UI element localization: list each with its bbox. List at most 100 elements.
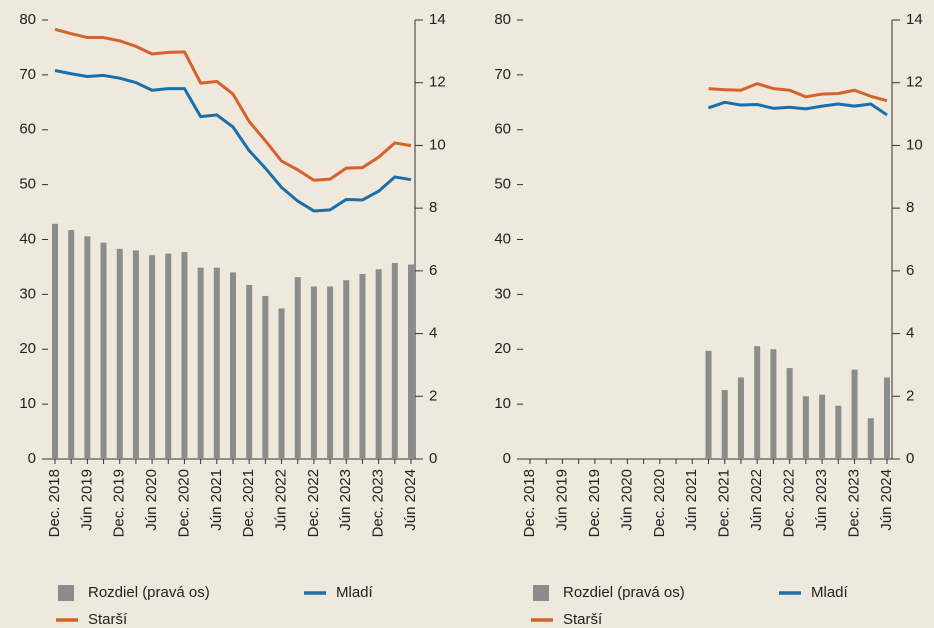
x-tick-label: Jún 2023 [337, 469, 354, 531]
bar [705, 350, 712, 459]
legend-label: Rozdiel (pravá os) [88, 584, 210, 601]
bar [132, 250, 139, 459]
bar [786, 368, 793, 459]
x-tick-label: Dec. 2018 [521, 469, 538, 537]
y2-tick-label: 4 [429, 325, 437, 342]
legend-label: Rozdiel (pravá os) [563, 584, 685, 601]
x-tick-label: Dec. 2020 [175, 469, 192, 537]
y-tick-label: 60 [494, 121, 511, 138]
y-tick-label: 70 [494, 66, 511, 83]
y-tick-label: 30 [19, 285, 36, 302]
bar [310, 286, 317, 459]
bar [884, 377, 890, 459]
x-tick-label: Dec. 2019 [586, 469, 603, 537]
x-tick-label: Jún 2022 [748, 469, 765, 531]
x-tick-label: Jún 2024 [402, 469, 419, 531]
bar [116, 248, 123, 459]
legend-label: Mladí [811, 584, 849, 601]
y-tick-label: 0 [503, 450, 511, 467]
y2-tick-label: 6 [429, 262, 437, 279]
x-tick-label: Jún 2019 [553, 469, 570, 531]
legend-swatch [533, 585, 549, 601]
x-tick-label: Jún 2021 [208, 469, 225, 531]
y-tick-label: 80 [494, 11, 511, 28]
bar [754, 346, 761, 459]
y-tick-label: 0 [28, 450, 36, 467]
x-tick-label: Dec. 2020 [651, 469, 668, 537]
bar [165, 253, 172, 459]
y-tick-label: 70 [19, 66, 36, 83]
line [54, 27, 412, 182]
x-tick-label: Jún 2020 [143, 469, 160, 531]
y-tick-label: 40 [494, 230, 511, 247]
y2-tick-label: 0 [429, 450, 437, 467]
x-tick-label: Dec. 2022 [781, 469, 798, 537]
bar [213, 267, 220, 459]
x-tick-label: Dec. 2021 [716, 469, 733, 537]
y2-tick-label: 4 [906, 325, 914, 342]
y2-tick-label: 10 [906, 136, 923, 153]
x-tick-label: Jún 2020 [618, 469, 635, 531]
bar [52, 223, 58, 459]
bar [391, 263, 398, 459]
bar [851, 369, 858, 459]
y-tick-label: 10 [19, 395, 36, 412]
y2-tick-label: 6 [906, 262, 914, 279]
bar [359, 273, 366, 459]
x-tick-label: Jún 2024 [878, 469, 895, 531]
y2-tick-label: 8 [906, 199, 914, 216]
y-tick-label: 30 [494, 285, 511, 302]
bar [230, 272, 236, 459]
bar [819, 394, 826, 459]
bar [278, 308, 285, 459]
legend-label: Starší [563, 611, 603, 628]
bar [84, 236, 91, 459]
x-tick-label: Dec. 2018 [46, 469, 63, 537]
y2-tick-label: 8 [429, 199, 437, 216]
bar [802, 396, 809, 459]
bar [246, 284, 253, 459]
y-tick-label: 60 [19, 121, 36, 138]
bar [835, 405, 842, 459]
bar [181, 252, 188, 459]
y-tick-label: 20 [494, 340, 511, 357]
bar [262, 295, 269, 459]
bar [721, 390, 728, 459]
bar [197, 267, 204, 459]
x-tick-label: Jún 2021 [683, 469, 700, 531]
line [708, 100, 888, 117]
x-tick-label: Dec. 2021 [240, 469, 257, 537]
line [54, 69, 412, 213]
y2-tick-label: 14 [906, 11, 923, 28]
y-tick-label: 20 [19, 340, 36, 357]
x-tick-label: Dec. 2023 [846, 469, 863, 537]
bar [149, 255, 156, 459]
y2-tick-label: 10 [429, 136, 446, 153]
y2-tick-label: 12 [906, 74, 923, 91]
x-tick-label: Dec. 2019 [111, 469, 128, 537]
x-tick-label: Jún 2019 [78, 469, 95, 531]
bar [737, 377, 744, 459]
bar [770, 349, 777, 459]
legend-swatch [58, 585, 74, 601]
legend-label: Mladí [336, 584, 374, 601]
y2-tick-label: 12 [429, 74, 446, 91]
x-tick-label: Jún 2022 [273, 469, 290, 531]
x-tick-label: Jún 2023 [813, 469, 830, 531]
y2-tick-label: 2 [906, 387, 914, 404]
bar [375, 269, 382, 459]
legend-label: Starší [88, 611, 128, 628]
y2-tick-label: 2 [429, 387, 437, 404]
bar [68, 230, 75, 459]
line [708, 82, 888, 103]
y-tick-label: 50 [19, 176, 36, 193]
y-tick-label: 50 [494, 176, 511, 193]
x-tick-label: Dec. 2022 [305, 469, 322, 537]
bar [343, 280, 350, 459]
y-tick-label: 80 [19, 11, 36, 28]
y2-tick-label: 0 [906, 450, 914, 467]
bar [100, 242, 107, 459]
x-tick-label: Dec. 2023 [370, 469, 387, 537]
y2-tick-label: 14 [429, 11, 446, 28]
